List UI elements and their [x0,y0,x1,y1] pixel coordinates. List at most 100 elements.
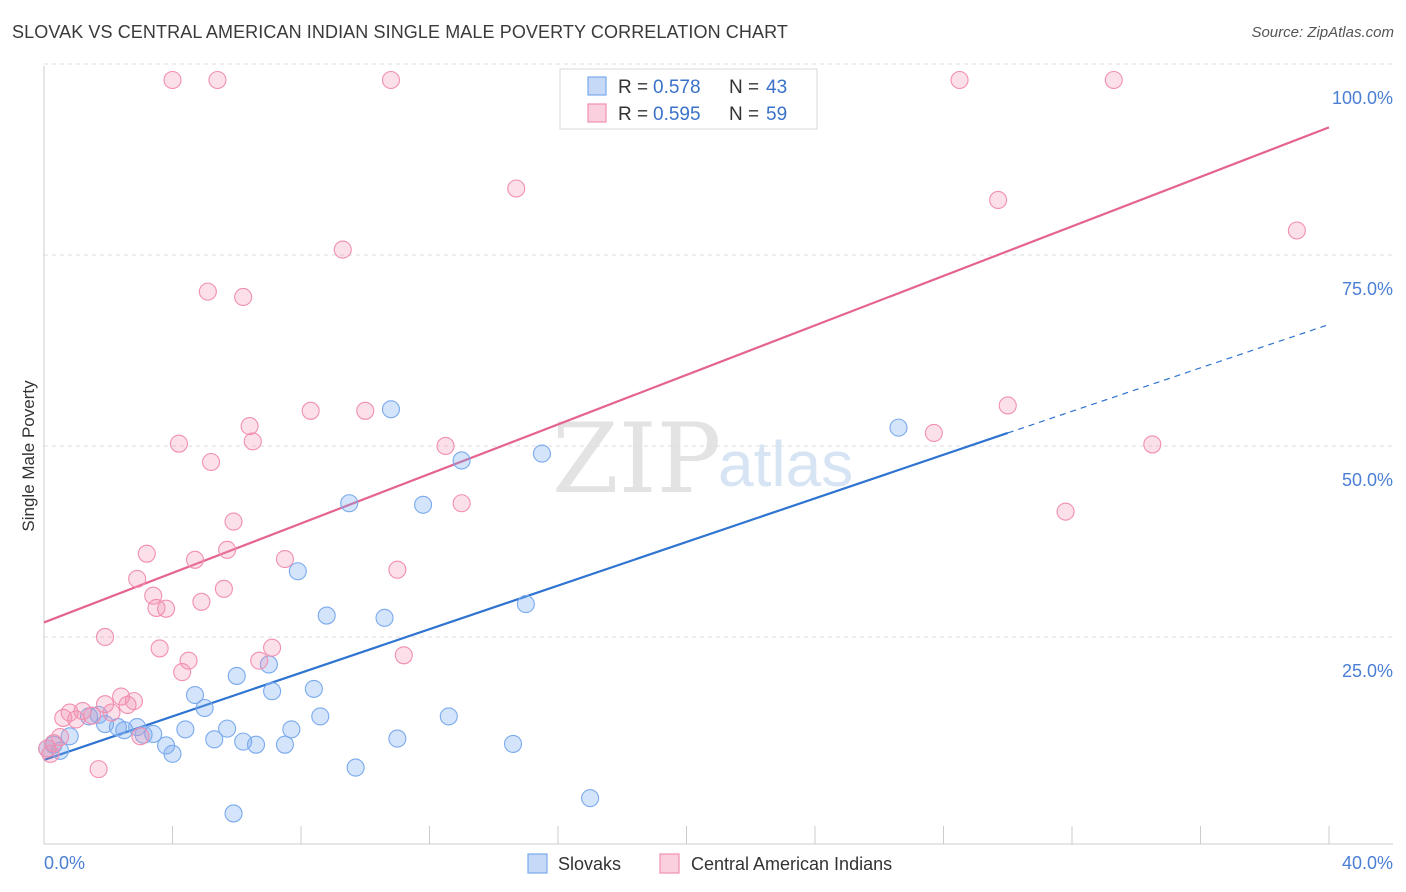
point-slovaks-26 [282,720,301,739]
legend-n-label-1: N = [729,104,759,125]
point-cai-15 [124,692,143,711]
point-cai-51 [950,70,969,90]
point-slovaks-36 [414,495,433,514]
point-cai-10 [95,627,115,647]
point-cai-29 [198,282,217,301]
point-slovaks-32 [346,758,365,777]
point-cai-31 [208,70,227,90]
point-cai-28 [192,592,211,611]
point-slovaks-17 [205,730,224,749]
x-tick-label-min: 0.0% [44,853,85,873]
legend-n-value-slovaks: 43 [766,77,787,98]
legend-swatch-slovaks [587,76,607,96]
point-cai-27 [185,550,205,569]
bottom-legend-swatch-slovaks [527,853,548,874]
legend-swatch-cai [587,103,607,123]
source-label: Source: ZipAtlas.com [1251,24,1394,41]
axes [43,66,1393,845]
point-cai-52 [989,190,1008,209]
point-cai-35 [234,287,253,307]
point-cai-40 [275,549,294,569]
point-cai-17 [131,727,150,746]
point-slovaks-35 [388,729,407,748]
stats-legend: R = 0.578 N = 43 R = 0.595 N = 59 [559,68,818,130]
point-cai-48 [452,494,471,513]
bottom-legend-label-cai: Central American Indians [691,854,892,874]
point-slovaks-42 [581,789,600,808]
point-slovaks-18 [218,719,237,738]
point-cai-36 [240,417,259,436]
point-slovaks-22 [246,735,266,754]
point-cai-38 [250,651,269,670]
series-legend: Slovaks Central American Indians [527,853,892,874]
data-points [38,70,1306,823]
legend-n-value-cai: 59 [766,104,787,125]
point-cai-50 [924,423,943,443]
bottom-legend-swatch-cai [659,853,680,874]
point-slovaks-33 [375,608,394,627]
y-tick-label-75: 75.0% [1342,279,1393,299]
y-tick-labels: 25.0% 50.0% 75.0% 100.0% [1332,88,1393,681]
point-cai-43 [356,401,375,420]
point-cai-39 [263,638,282,657]
point-cai-54 [1056,502,1075,521]
point-cai-37 [243,432,262,451]
y-axis-label: Single Male Poverty [19,380,38,532]
legend-r-value-cai: 0.595 [653,104,701,125]
point-cai-47 [436,436,455,456]
point-cai-3 [51,727,70,747]
trend-line-slovaks-extension [1007,323,1330,434]
legend-r-value-slovaks: 0.578 [653,77,701,98]
point-slovaks-15 [185,685,205,705]
point-slovaks-19 [224,804,243,823]
point-cai-34 [224,512,243,531]
point-slovaks-14 [176,720,195,739]
point-slovaks-40 [516,595,535,614]
point-cai-46 [394,646,413,665]
legend-n-label-0: N = [729,77,759,98]
point-slovaks-34 [381,400,401,419]
point-cai-55 [1104,70,1123,90]
watermark-atlas: atlas [718,428,853,500]
point-slovaks-38 [452,451,471,470]
point-slovaks-41 [532,444,551,463]
point-cai-22 [157,599,176,618]
y-tick-label-50: 50.0% [1342,470,1393,490]
point-cai-49 [507,179,526,198]
point-cai-20 [147,598,166,617]
point-cai-24 [169,434,188,453]
point-cai-42 [333,240,352,259]
point-slovaks-20 [227,666,246,685]
point-cai-30 [202,452,221,472]
y-tick-label-100: 100.0% [1332,88,1393,108]
point-cai-56 [1143,435,1162,454]
gridlines [44,63,1393,638]
trend-lines [43,126,1330,762]
point-slovaks-3 [60,727,79,746]
point-slovaks-27 [288,562,307,581]
point-slovaks-43 [889,418,908,437]
point-cai-33 [218,540,237,559]
point-cai-9 [89,760,108,779]
point-cai-23 [163,70,182,90]
point-cai-25 [173,663,192,682]
point-slovaks-37 [439,707,458,726]
y-tick-label-25: 25.0% [1342,661,1393,681]
legend-r-label-0: R = [618,77,648,98]
point-slovaks-39 [503,734,523,753]
point-cai-12 [102,703,121,722]
point-cai-41 [301,401,320,420]
point-slovaks-28 [304,679,323,698]
point-slovaks-29 [311,707,330,726]
chart-title: SLOVAK VS CENTRAL AMERICAN INDIAN SINGLE… [12,22,788,42]
point-slovaks-10 [134,725,153,744]
point-cai-53 [998,396,1017,415]
point-cai-18 [137,544,156,563]
point-slovaks-16 [195,698,214,718]
point-slovaks-13 [163,744,182,763]
point-cai-57 [1287,221,1306,240]
x-tick-label-max: 40.0% [1342,853,1393,873]
point-cai-26 [179,651,198,670]
point-slovaks-25 [275,735,294,754]
legend-r-label-1: R = [618,104,648,125]
